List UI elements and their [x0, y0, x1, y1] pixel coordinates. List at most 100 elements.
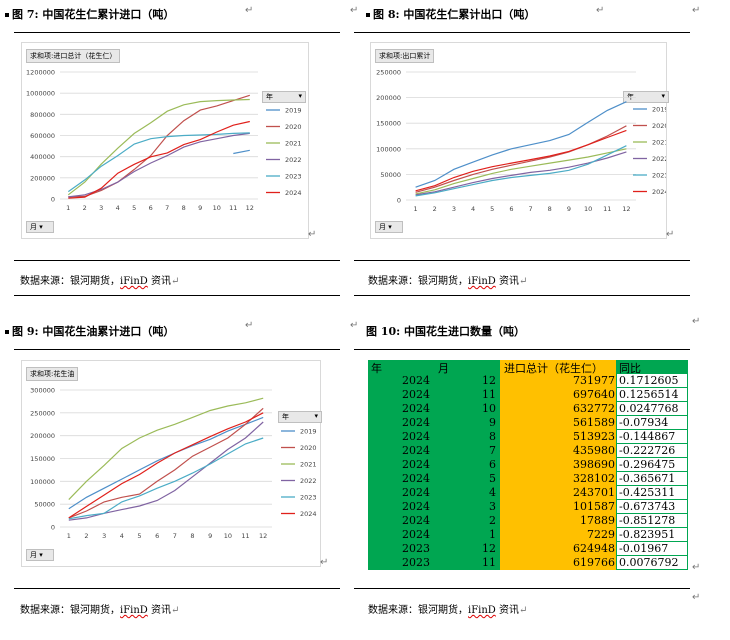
legend-label: 2019 [300, 428, 317, 436]
y-tick-label: 800000 [30, 111, 55, 119]
series-line-2024 [415, 129, 627, 192]
cell-year: 2024 [402, 528, 430, 541]
divider [14, 295, 340, 296]
paragraph-mark-icon: ↵ [596, 5, 605, 16]
legend-label: 2022 [285, 156, 302, 164]
bullet-icon [366, 13, 370, 17]
divider [14, 260, 340, 261]
table-row: 2023 12 624948 -0.01967 [368, 542, 688, 555]
cell-month: 10 [482, 402, 496, 415]
cell-yoy-bg [617, 430, 687, 443]
fig7-title: 图 7: 中国花生仁累计进口（吨） [12, 8, 175, 21]
y-tick-label: 400000 [30, 153, 55, 161]
series-line-2023 [68, 437, 264, 520]
cell-year: 2024 [402, 514, 430, 527]
x-tick-label: 11 [603, 205, 611, 213]
paragraph-mark-icon: ↵ [245, 5, 254, 16]
y-tick-label: 1200000 [26, 69, 55, 77]
fig9-source: 数据来源：银河期货，iFinD 资讯↵ [20, 605, 180, 616]
cell-month: 12 [482, 542, 496, 555]
y-tick-label: 1000000 [26, 90, 55, 98]
cell-yoy-bg [617, 374, 687, 387]
table-row: 2024 4 243701 -0.425311 [368, 486, 688, 499]
divider [354, 588, 690, 589]
x-tick-label: 2 [83, 204, 87, 212]
cell-month: 4 [489, 486, 496, 499]
table-row: 2024 8 513923 -0.144867 [368, 430, 688, 443]
divider [14, 32, 340, 33]
x-tick-label: 2 [433, 205, 437, 213]
table-row: 2024 12 731977 0.1712605 [368, 374, 688, 387]
bullet-icon [5, 13, 9, 17]
fig8-pivot-field[interactable]: 求和项:出口累计 [375, 49, 435, 63]
cell-month: 9 [489, 416, 496, 429]
x-tick-label: 8 [190, 532, 194, 540]
fig7-year-filter[interactable]: 年 ▾ [262, 91, 306, 103]
table-row: 2024 6 398690 -0.296475 [368, 458, 688, 471]
x-tick-label: 3 [452, 205, 456, 213]
y-tick-label: 50000 [34, 501, 55, 509]
fig9-month-filter[interactable]: 月 ▾ [26, 549, 54, 561]
x-tick-label: 9 [208, 532, 212, 540]
legend-label: 2022 [652, 155, 666, 163]
series-line-2021 [68, 397, 264, 501]
x-tick-label: 8 [182, 204, 186, 212]
cell-total: 328102 [573, 472, 615, 485]
cell-total: 561589 [573, 416, 615, 429]
fig8-heading: 图 8: 中国花生仁累计出口（吨） [366, 6, 535, 22]
cell-year: 2024 [402, 486, 430, 499]
cell-yoy: -0.296475 [619, 458, 676, 471]
cell-total: 697640 [573, 388, 615, 401]
cell-month: 8 [489, 430, 496, 443]
fig8-year-filter[interactable]: 年 ▾ [623, 91, 669, 103]
cell-yoy: 0.1712605 [619, 374, 679, 387]
fig9-pivot-field[interactable]: 求和项:花生油 [26, 367, 79, 381]
filter-icon: ▾ [661, 92, 665, 100]
cell-month: 1 [489, 528, 496, 541]
divider [14, 588, 340, 589]
fig7-month-filter[interactable]: 月 ▾ [26, 221, 54, 233]
fig9-year-filter[interactable]: 年 ▾ [278, 411, 322, 423]
table-row: 2024 7 435980 -0.222726 [368, 444, 688, 457]
cell-yoy: -0.222726 [619, 444, 676, 457]
table-row: 2024 5 328102 -0.365671 [368, 472, 688, 485]
y-tick-label: 100000 [30, 478, 55, 486]
fig7-pivot-field[interactable]: 求和项:进口总计（花生仁） [26, 49, 121, 63]
cell-yoy: -0.851278 [619, 514, 676, 527]
cell-year: 2024 [402, 430, 430, 443]
cell-yoy: 0.0076792 [619, 556, 679, 569]
cell-yoy: 0.1256514 [619, 388, 679, 401]
x-tick-label: 2 [84, 532, 88, 540]
cell-total: 243701 [573, 486, 615, 499]
series-line-2024 [68, 412, 264, 519]
series-line-2021 [67, 98, 250, 196]
fig8-source: 数据来源：银河期货，iFinD 资讯↵ [368, 276, 528, 287]
series-line-2023 [67, 132, 250, 193]
table-row: 2024 3 101587 -0.673743 [368, 500, 688, 513]
x-tick-label: 5 [132, 204, 136, 212]
series-line-2024 [68, 120, 250, 199]
cell-yoy-bg [617, 388, 687, 401]
x-tick-label: 12 [246, 204, 254, 212]
cell-total: 632772 [573, 402, 615, 415]
cell-total: 101587 [573, 500, 615, 513]
paragraph-mark-icon: ↵ [350, 5, 359, 16]
x-tick-label: 4 [120, 532, 124, 540]
y-tick-label: 0 [397, 197, 401, 205]
paragraph-mark-icon: ↵ [692, 5, 701, 16]
x-tick-label: 10 [224, 532, 232, 540]
cell-yoy: -0.07934 [619, 416, 669, 429]
total-column-fill [500, 360, 616, 570]
cell-yoy: -0.365671 [619, 472, 676, 485]
cell-month: 3 [489, 500, 496, 513]
series-line-2020 [68, 407, 264, 519]
cell-month: 11 [482, 388, 496, 401]
cell-total: 435980 [573, 444, 615, 457]
legend-label: 2020 [300, 444, 317, 452]
divider [354, 349, 690, 350]
cell-total: 619766 [573, 556, 615, 569]
cell-total: 7229 [587, 528, 615, 541]
cell-year: 2024 [402, 374, 430, 387]
fig8-month-filter[interactable]: 月 ▾ [375, 221, 403, 233]
